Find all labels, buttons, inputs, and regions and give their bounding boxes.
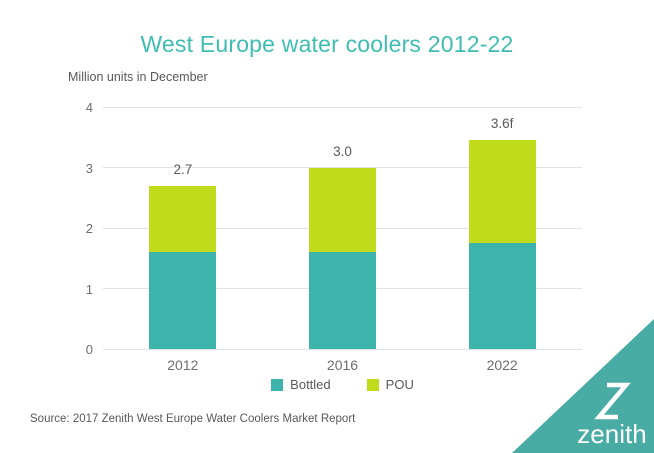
bar-segment-bottled-2012	[149, 252, 217, 349]
x-axis-label-2022: 2022	[486, 357, 518, 373]
legend-swatch-pou	[366, 378, 379, 391]
x-axis-label-2012: 2012	[167, 357, 199, 373]
legend-label-bottled: Bottled	[290, 377, 331, 392]
legend-item-bottled: Bottled	[271, 377, 331, 392]
legend: Bottled POU	[103, 377, 582, 392]
y-axis-unit-label: Million units in December	[68, 70, 208, 84]
gridline-0	[103, 348, 582, 350]
y-axis-tick-label-2: 2	[85, 221, 93, 236]
legend-label-pou: POU	[385, 377, 414, 392]
gridline-3	[103, 167, 582, 168]
bar-segment-pou-2022	[468, 139, 536, 244]
zenith-corner-logo: zenith	[512, 319, 654, 453]
bar-2022: 3.6f	[468, 107, 536, 349]
zenith-z-icon	[594, 382, 631, 420]
bar-segment-bottled-2022	[468, 243, 536, 349]
x-axis-label-2016: 2016	[326, 357, 359, 373]
bar-total-label-2016: 3.0	[333, 143, 352, 159]
bar-2016: 3.0	[309, 107, 376, 349]
gridline-4	[103, 106, 582, 108]
bar-total-label-2022: 3.6f	[490, 115, 514, 131]
zenith-wordmark: zenith	[577, 419, 646, 449]
y-axis-tick-label-1: 1	[85, 281, 93, 297]
source-text: Source: 2017 Zenith West Europe Water Co…	[30, 413, 356, 425]
legend-swatch-bottled	[271, 378, 284, 391]
chart-title: West Europe water coolers 2012-22	[140, 31, 514, 57]
y-axis-tick-label-4: 4	[85, 100, 93, 115]
corner-triangle	[512, 319, 654, 453]
plot-area: 0 1 2 3 4 2.7 2012 3.0 2016 3.6f 2022	[86, 100, 582, 373]
y-axis-tick-label-3: 3	[85, 160, 93, 176]
bar-segment-bottled-2016	[309, 252, 376, 349]
legend-item-pou: POU	[366, 377, 414, 392]
bar-segment-pou-2016	[309, 167, 376, 253]
bar-segment-pou-2012	[149, 185, 217, 253]
bar-total-label-2012: 2.7	[173, 161, 193, 177]
y-axis-tick-label-0: 0	[85, 342, 93, 357]
bar-2012: 2.7	[149, 107, 217, 349]
